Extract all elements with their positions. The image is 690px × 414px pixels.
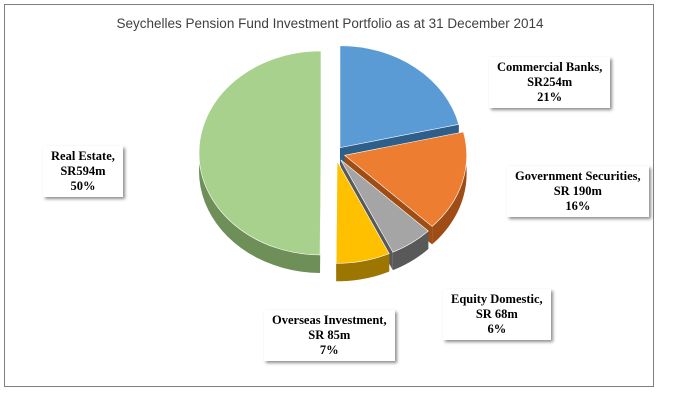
label-value: SR 85m — [308, 328, 351, 342]
label-name: Equity Domestic, — [451, 292, 543, 306]
pie-slice-real-estate — [198, 50, 322, 256]
label-government-securities: Government Securities, SR 190m 16% — [507, 166, 649, 217]
label-percent: 16% — [565, 199, 591, 213]
label-overseas-investment: Overseas Investment, SR 85m 7% — [264, 310, 395, 361]
label-value: SR594m — [60, 164, 106, 178]
label-value: SR254m — [527, 75, 573, 89]
label-percent: 50% — [70, 179, 96, 193]
pie-chart — [198, 45, 467, 282]
label-percent: 7% — [319, 343, 339, 357]
label-value: SR 68m — [475, 307, 518, 321]
chart-frame: Seychelles Pension Fund Investment Portf… — [4, 4, 654, 387]
chart-title: Seychelles Pension Fund Investment Portf… — [116, 16, 544, 31]
label-value: SR 190m — [553, 184, 602, 198]
pie-slice-equity-domestic — [340, 159, 429, 253]
label-percent: 6% — [487, 322, 507, 336]
label-percent: 21% — [537, 90, 563, 104]
label-real-estate: Real Estate, SR594m 50% — [43, 146, 123, 197]
pie-slice-overseas-investment — [335, 160, 390, 264]
label-name: Government Securities, — [515, 169, 641, 183]
label-commercial-banks: Commercial Banks, SR254m 21% — [489, 57, 611, 108]
label-name: Real Estate, — [51, 149, 115, 163]
label-equity-domestic: Equity Domestic, SR 68m 6% — [443, 289, 551, 340]
pie-slice-commercial-banks — [339, 45, 460, 149]
pie-slice-government-securities — [343, 131, 467, 227]
label-name: Commercial Banks, — [497, 60, 603, 74]
label-name: Overseas Investment, — [272, 313, 387, 327]
